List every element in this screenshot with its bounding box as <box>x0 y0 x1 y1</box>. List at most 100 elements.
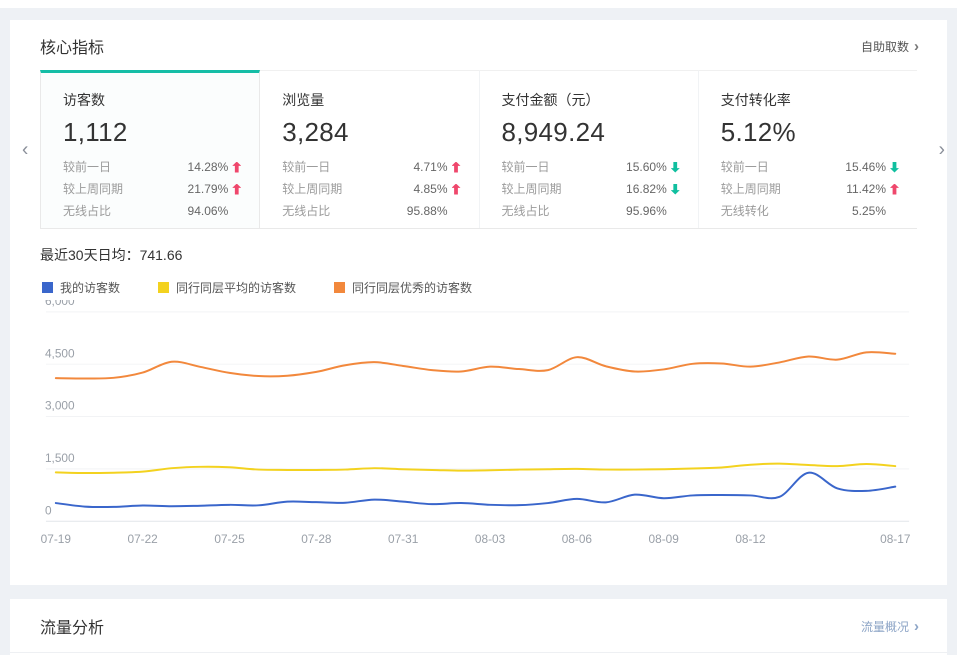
metric-title: 浏览量 <box>282 92 325 108</box>
legend-swatch-icon <box>42 282 53 293</box>
metric-card-2[interactable]: 支付金额（元） 8,949.24 较前一日 15.60% 较上周同期 16.82%… <box>479 70 699 228</box>
metric-sub-label: 较上周同期 <box>63 182 124 196</box>
svg-text:6,000: 6,000 <box>45 300 75 308</box>
metric-card-0[interactable]: 访客数 1,112 较前一日 14.28% 较上周同期 21.79% 无线占比 9… <box>40 70 261 228</box>
svg-text:07-19: 07-19 <box>41 532 72 546</box>
metric-card-3[interactable]: 支付转化率 5.12% 较前一日 15.46% 较上周同期 11.42% 无线转化… <box>698 70 917 228</box>
svg-text:07-28: 07-28 <box>301 532 332 546</box>
traffic-analysis-header: 流量分析 流量概况 › <box>10 599 947 653</box>
trend-up-arrow-icon <box>232 183 242 195</box>
metric-sub-value: 15.60% <box>626 160 667 174</box>
metric-sub-row: 较前一日 15.60% <box>502 156 680 178</box>
metric-sub-label: 较前一日 <box>501 160 550 174</box>
metric-sub-row: 较上周同期 21.79% <box>63 178 242 200</box>
svg-text:4,500: 4,500 <box>45 346 75 360</box>
svg-text:07-31: 07-31 <box>388 532 419 546</box>
previous-card-bottom-edge <box>0 0 957 8</box>
core-metrics-panel: 核心指标 自助取数 › ‹ 访客数 1,112 较前一日 14.28% 较上周同期… <box>10 20 947 585</box>
metric-title: 支付转化率 <box>720 92 791 108</box>
legend-item-0[interactable]: 我的访客数 <box>42 279 120 296</box>
legend-label: 我的访客数 <box>60 281 121 295</box>
metric-sub-value: 15.46% <box>845 160 886 174</box>
trend-down-arrow-icon <box>670 161 680 173</box>
chevron-right-icon: › <box>914 37 919 55</box>
svg-text:08-09: 08-09 <box>649 532 680 546</box>
svg-text:08-06: 08-06 <box>562 532 593 546</box>
metric-sub-value: 21.79% <box>187 182 229 196</box>
metric-sub-row: 无线转化 5.25% <box>721 200 899 222</box>
metric-sub-value: 14.28% <box>187 160 229 174</box>
metric-sub-value: 94.06% <box>187 204 229 218</box>
legend-item-2[interactable]: 同行同层优秀的访客数 <box>334 279 472 296</box>
metric-sub-label: 无线占比 <box>282 204 331 218</box>
carousel-next-button[interactable]: › <box>938 139 945 160</box>
legend-item-1[interactable]: 同行同层平均的访客数 <box>158 279 296 296</box>
trend-spacer <box>452 206 461 217</box>
metric-sub-label: 无线转化 <box>720 204 769 218</box>
svg-text:3,000: 3,000 <box>45 399 75 413</box>
chevron-right-icon: › <box>914 617 919 635</box>
line-chart: 0 1,500 3,000 4,500 6,000 07-19 07-22 07-25 07-2… <box>41 300 911 546</box>
legend-label: 同行同层优秀的访客数 <box>352 281 473 295</box>
trend-up-arrow-icon <box>232 161 242 173</box>
metric-sub-label: 无线占比 <box>501 204 550 218</box>
svg-text:07-25: 07-25 <box>214 532 245 546</box>
metric-sub-value: 4.71% <box>413 160 448 174</box>
metric-sub-row: 较前一日 14.28% <box>63 156 242 178</box>
svg-text:08-17: 08-17 <box>880 532 910 546</box>
metric-sub-row: 较上周同期 11.42% <box>721 178 899 200</box>
metric-sub-row: 较上周同期 4.85% <box>282 178 461 200</box>
metric-sub-row: 无线占比 95.96% <box>502 200 680 222</box>
metric-card-1[interactable]: 浏览量 3,284 较前一日 4.71% 较上周同期 4.85% 无线占比 95.… <box>260 70 480 228</box>
metric-sub-row: 较前一日 15.46% <box>721 156 899 178</box>
core-metrics-header: 核心指标 自助取数 › <box>10 20 947 70</box>
metric-sub-label: 较前一日 <box>282 160 331 174</box>
metric-sub-row: 无线占比 95.88% <box>282 200 460 222</box>
section-title: 核心指标 <box>40 40 105 57</box>
metric-cards-row: 访客数 1,112 较前一日 14.28% 较上周同期 21.79% 无线占比 9… <box>40 70 917 229</box>
metric-sub-label: 较前一日 <box>63 160 112 174</box>
svg-text:1,500: 1,500 <box>45 451 75 465</box>
metric-value: 1,112 <box>63 117 128 147</box>
metric-sub-value: 16.82% <box>626 182 667 196</box>
self-service-data-link[interactable]: 自助取数 › <box>861 38 919 55</box>
trend-spacer <box>890 206 899 217</box>
svg-text:0: 0 <box>45 503 52 517</box>
metric-value: 3,284 <box>282 117 349 147</box>
trend-down-arrow-icon <box>670 183 680 195</box>
legend-label: 同行同层平均的访客数 <box>176 281 297 295</box>
trend-up-arrow-icon <box>451 161 461 173</box>
trend-spacer <box>671 206 680 217</box>
traffic-overview-link[interactable]: 流量概况 › <box>861 618 919 635</box>
carousel-prev-button[interactable]: ‹ <box>22 139 29 160</box>
svg-text:07-22: 07-22 <box>127 532 157 546</box>
metric-title: 支付金额（元） <box>501 92 600 108</box>
metric-sub-value: 95.96% <box>626 204 667 218</box>
metric-sub-label: 较上周同期 <box>282 182 343 196</box>
section-title-traffic: 流量分析 <box>40 620 105 637</box>
metric-sub-label: 较上周同期 <box>501 182 562 196</box>
metric-title: 访客数 <box>63 92 105 108</box>
svg-text:08-03: 08-03 <box>475 532 506 546</box>
legend-swatch-icon <box>334 282 346 293</box>
trend-up-arrow-icon <box>890 183 899 195</box>
chart-legend: 我的访客数 同行同层平均的访客数 同行同层优秀的访客数 <box>42 279 919 296</box>
metric-sub-value: 4.85% <box>413 182 448 196</box>
metric-cards-carousel: ‹ 访客数 1,112 较前一日 14.28% 较上周同期 21.79% 无线占比… <box>10 70 947 229</box>
self-service-data-label: 自助取数 <box>860 39 909 54</box>
legend-swatch-icon <box>158 282 170 293</box>
metric-value: 8,949.24 <box>501 117 606 147</box>
metric-sub-value: 5.25% <box>851 204 886 218</box>
traffic-analysis-panel: 流量分析 流量概况 › <box>10 599 947 655</box>
trend-chart-section: 最近30天日均：741.66 我的访客数 同行同层平均的访客数 同行同层优秀的访客数… <box>10 229 947 565</box>
trend-spacer <box>232 206 241 217</box>
metric-sub-row: 较上周同期 16.82% <box>502 178 680 200</box>
metric-sub-value: 11.42% <box>846 182 886 196</box>
metric-sub-label: 较前一日 <box>720 160 769 174</box>
trend-down-arrow-icon <box>890 161 899 173</box>
trend-up-arrow-icon <box>451 183 461 195</box>
svg-text:08-12: 08-12 <box>735 532 765 546</box>
metric-sub-value: 95.88% <box>406 204 448 218</box>
traffic-overview-label: 流量概况 <box>860 619 909 634</box>
metric-sub-row: 无线占比 94.06% <box>63 200 241 222</box>
